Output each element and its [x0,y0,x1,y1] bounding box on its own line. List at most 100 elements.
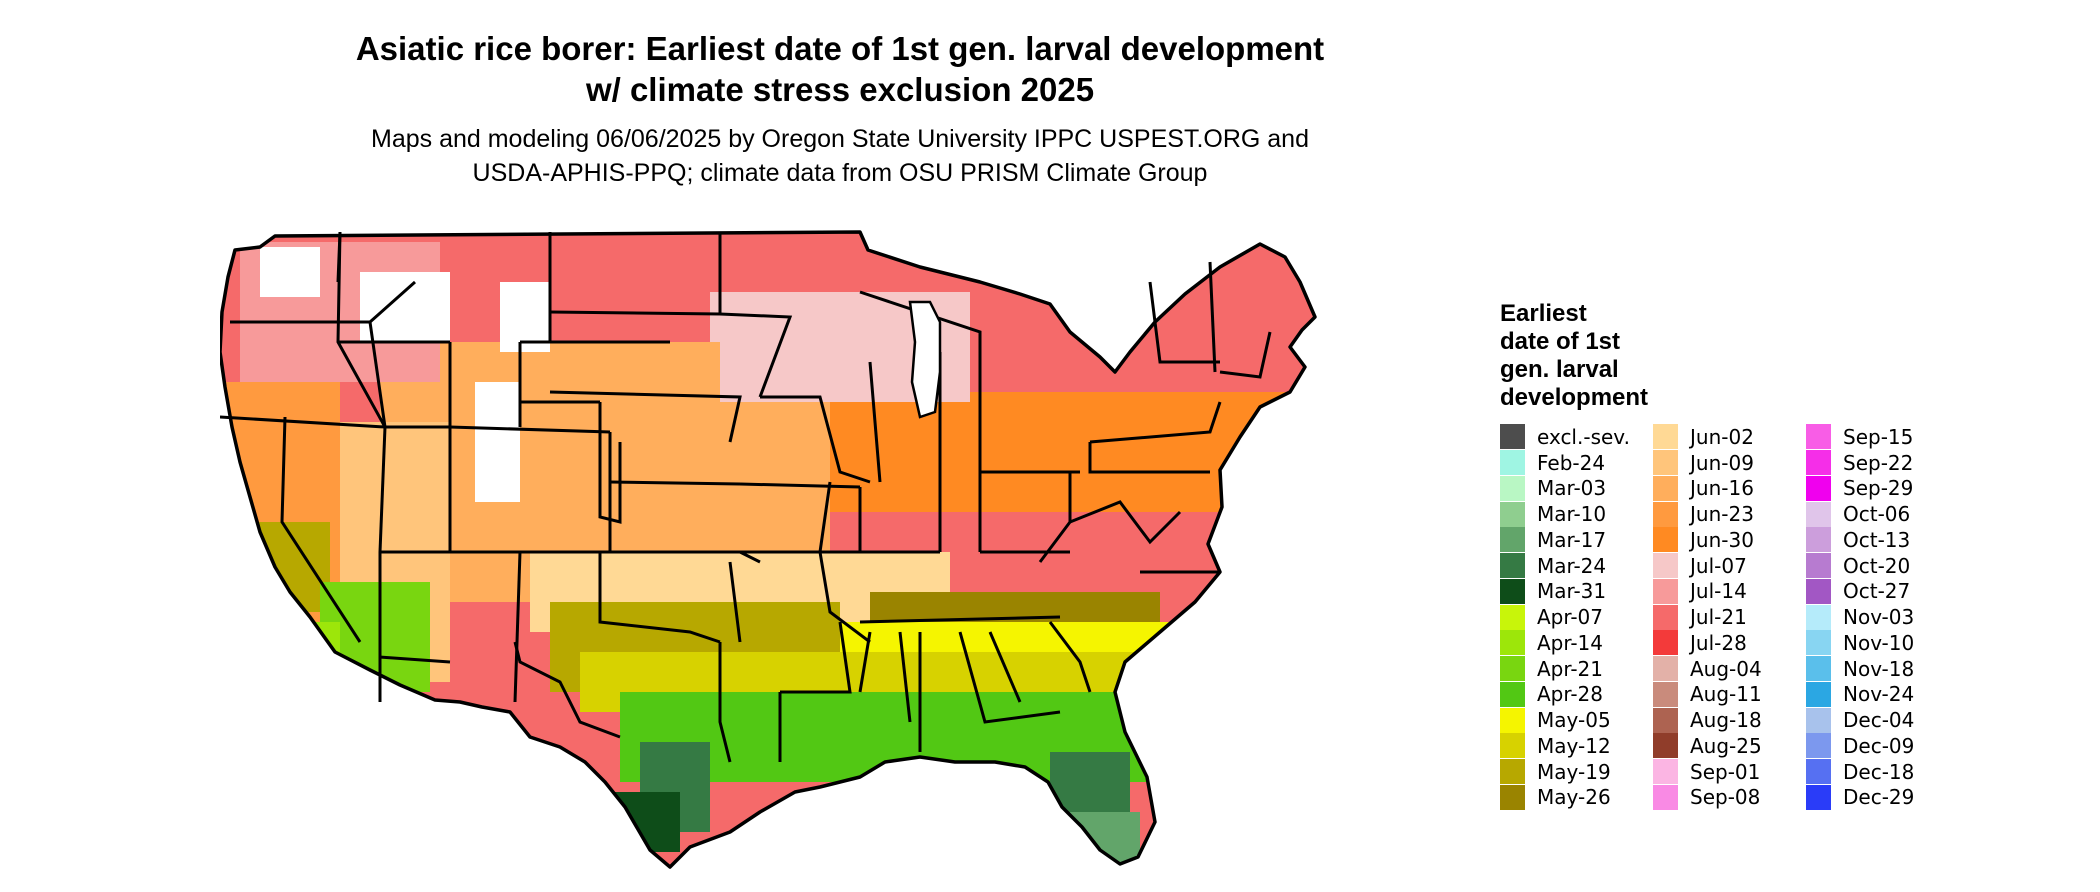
legend-label: May-12 [1537,733,1611,758]
legend-item: Jun-09 [1653,450,1790,476]
legend-label: May-19 [1537,759,1611,784]
legend-label: Apr-21 [1537,656,1603,681]
legend: Earliest date of 1st gen. larval develop… [1500,300,1959,810]
legend-swatch [1653,759,1678,785]
legend-item: Mar-31 [1500,578,1637,605]
legend-label: Aug-18 [1690,708,1762,733]
legend-swatch [1806,784,1831,810]
legend-item: Nov-24 [1806,681,1943,708]
legend-swatch [1806,553,1831,579]
legend-item: Feb-24 [1500,450,1637,476]
legend-item: Jun-23 [1653,501,1790,527]
legend-item: Jul-14 [1653,578,1790,605]
legend-swatch [1500,630,1525,656]
legend-label: Sep-22 [1843,450,1914,475]
legend-label: Dec-09 [1843,733,1915,758]
legend-swatch [1500,707,1525,733]
legend-swatch [1500,475,1525,501]
legend-swatch [1653,656,1678,682]
legend-item: Mar-10 [1500,501,1637,527]
legend-swatch [1806,501,1831,527]
legend-swatch [1806,630,1831,656]
legend-swatch [1806,578,1831,604]
legend-item: excl.-sev. [1500,424,1637,450]
legend-swatch [1806,681,1831,707]
legend-item: Mar-17 [1500,527,1637,553]
legend-swatch [1653,733,1678,759]
legend-label: Aug-04 [1690,656,1762,681]
legend-swatch [1806,475,1831,501]
legend-column: excl.-sev. Feb-24 Mar-03 Mar-10 Mar-17 Mar-24… [1500,424,1637,810]
subtitle-line-1: Maps and modeling 06/06/2025 by Oregon S… [371,125,1309,153]
legend-title: Earliest date of 1st gen. larval develop… [1500,300,1700,412]
legend-item: Apr-28 [1500,681,1637,708]
legend-swatch [1500,733,1525,759]
legend-label: Oct-06 [1843,502,1911,527]
legend-swatch [1500,501,1525,527]
legend-label: Nov-18 [1843,656,1915,681]
legend-swatch [1653,501,1678,527]
legend-label: Jul-14 [1690,579,1747,604]
legend-item: Jul-07 [1653,553,1790,579]
legend-label: Sep-29 [1843,476,1914,501]
legend-label: Mar-31 [1537,579,1607,604]
map-subtitle: Maps and modeling 06/06/2025 by Oregon S… [300,122,1380,190]
legend-label: Jul-07 [1690,553,1747,578]
legend-item: Jun-02 [1653,424,1790,450]
legend-item: Nov-10 [1806,630,1943,656]
legend-label: May-26 [1537,785,1611,810]
legend-swatch [1806,656,1831,682]
legend-label: Mar-17 [1537,527,1607,552]
legend-swatch [1500,527,1525,553]
legend-swatch [1500,604,1525,630]
legend-swatch [1500,553,1525,579]
legend-item: Aug-04 [1653,656,1790,682]
legend-label: Nov-03 [1843,605,1915,630]
legend-swatch [1653,604,1678,630]
legend-label: Mar-03 [1537,476,1607,501]
legend-label: Aug-11 [1690,682,1762,707]
legend-item: Apr-07 [1500,604,1637,630]
legend-item: Sep-15 [1806,424,1943,450]
state-borders [220,231,1272,763]
legend-label: Jun-16 [1690,476,1754,501]
legend-item: Nov-03 [1806,604,1943,630]
legend-item: Aug-18 [1653,707,1790,733]
legend-item: May-26 [1500,784,1637,811]
legend-item: Oct-13 [1806,527,1943,553]
legend-label: May-05 [1537,708,1611,733]
us-map [220,230,1317,869]
legend-label: Apr-07 [1537,605,1603,630]
legend-item: Aug-11 [1653,681,1790,708]
legend-label: Jun-09 [1690,450,1754,475]
legend-label: Nov-24 [1843,682,1915,707]
legend-label: Dec-29 [1843,785,1915,810]
legend-item: Jun-16 [1653,475,1790,502]
title-line-2: w/ climate stress exclusion 2025 [585,71,1095,108]
legend-swatch [1653,707,1678,733]
legend-swatch [1500,656,1525,682]
legend-label: Mar-10 [1537,502,1607,527]
legend-label: Mar-24 [1537,553,1607,578]
legend-label: Jun-30 [1690,527,1754,552]
legend-label: Oct-13 [1843,527,1911,552]
legend-label: Sep-01 [1690,759,1761,784]
legend-label: Aug-25 [1690,733,1762,758]
legend-swatch [1653,630,1678,656]
subtitle-line-2: USDA-APHIS-PPQ; climate data from OSU PR… [472,159,1208,187]
legend-label: Oct-20 [1843,553,1911,578]
legend-item: Jun-30 [1653,527,1790,553]
legend-swatch [1806,527,1831,553]
legend-swatch [1806,424,1831,450]
legend-title-line-3: gen. larval [1500,356,1619,383]
legend-item: Sep-22 [1806,450,1943,476]
legend-label: Feb-24 [1537,450,1606,475]
legend-item: Oct-06 [1806,501,1943,527]
legend-label: Jul-21 [1690,605,1747,630]
legend-swatch [1806,733,1831,759]
legend-swatch [1653,681,1678,707]
legend-label: excl.-sev. [1537,424,1630,449]
legend-item: May-12 [1500,733,1637,759]
legend-column: Jun-02 Jun-09 Jun-16 Jun-23 Jun-30 Jul-07 Jul-… [1653,424,1790,810]
map-title: Asiatic rice borer: Earliest date of 1st… [330,28,1350,110]
